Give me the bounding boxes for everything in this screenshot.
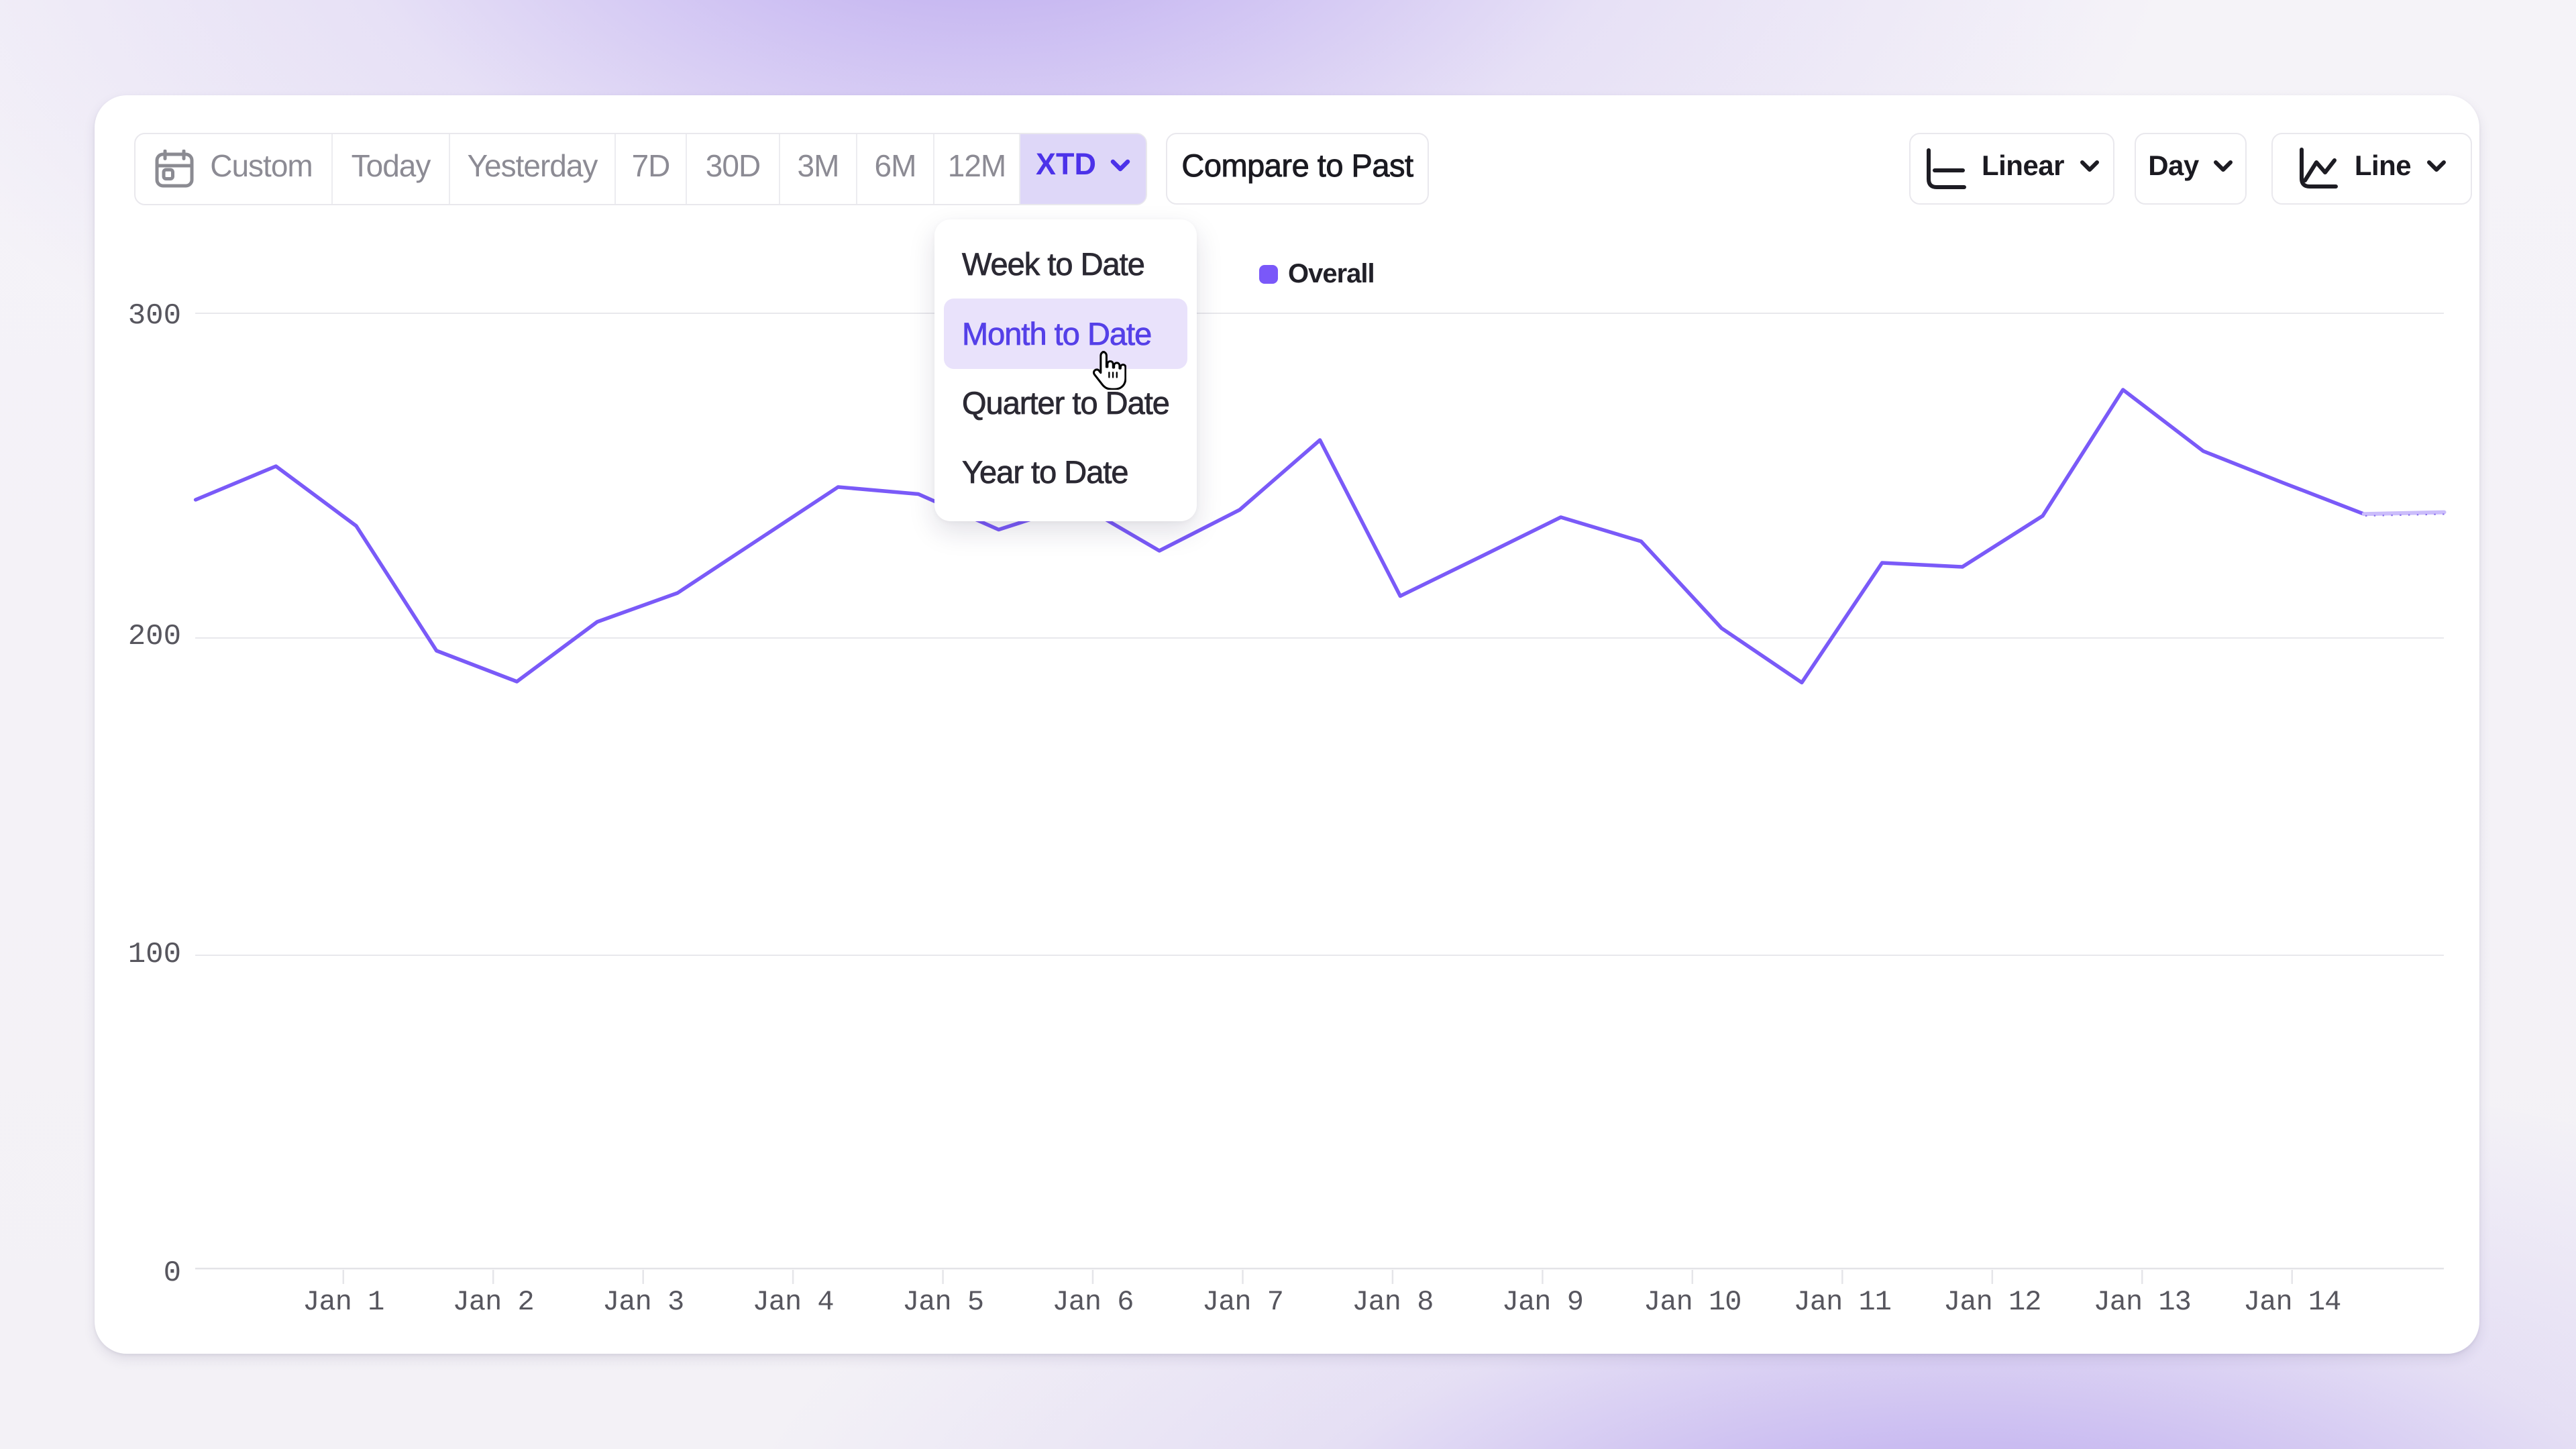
svg-text:300: 300 [128,299,181,333]
svg-text:Jan 9: Jan 9 [1502,1286,1583,1318]
svg-text:Jan 6: Jan 6 [1052,1286,1133,1318]
svg-text:Jan 2: Jan 2 [453,1286,534,1318]
svg-text:Jan 7: Jan 7 [1202,1286,1283,1318]
svg-text:Jan 12: Jan 12 [1943,1286,2041,1318]
svg-text:Jan 1: Jan 1 [303,1286,384,1318]
svg-text:0: 0 [164,1256,181,1290]
svg-text:Jan 14: Jan 14 [2243,1286,2341,1318]
svg-text:Jan 8: Jan 8 [1352,1286,1433,1318]
svg-text:200: 200 [128,620,181,653]
svg-text:Jan 10: Jan 10 [1644,1286,1741,1318]
svg-text:Jan 4: Jan 4 [753,1286,834,1318]
svg-text:Jan 5: Jan 5 [902,1286,983,1318]
svg-text:Jan 11: Jan 11 [1794,1286,1891,1318]
svg-text:Jan 3: Jan 3 [602,1286,684,1318]
svg-text:100: 100 [128,938,181,971]
svg-text:Jan 13: Jan 13 [2094,1286,2191,1318]
